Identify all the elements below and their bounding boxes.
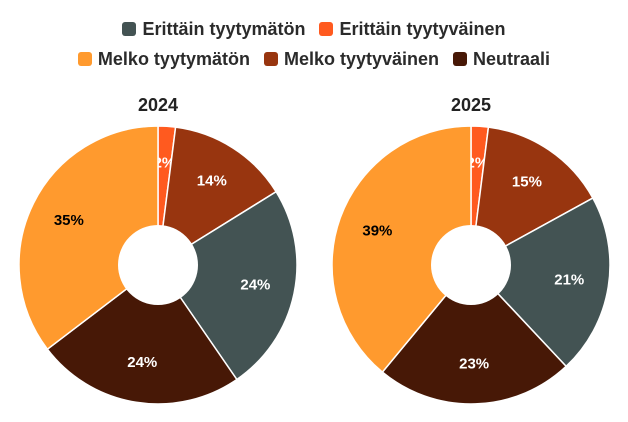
legend-item: Erittäin tyytymätön	[122, 19, 305, 40]
donut-hole	[431, 225, 511, 305]
data-label: 24%	[127, 354, 157, 371]
legend-item: Erittäin tyytyväinen	[319, 18, 506, 40]
pie-slice	[46, 263, 238, 405]
data-label: 14%	[197, 172, 227, 189]
legend-swatch	[77, 52, 92, 66]
donut-hole	[118, 225, 198, 305]
pie-slice	[381, 263, 568, 405]
legend-item: Melko tyytymätön	[77, 48, 250, 70]
legend-swatch	[122, 22, 137, 36]
legend-label: Melko tyytymätön	[97, 48, 250, 69]
pie-slice	[469, 197, 611, 368]
pie-slice	[470, 126, 594, 267]
data-label: 15%	[512, 174, 542, 191]
legend-swatch	[319, 22, 334, 36]
data-label: 21%	[554, 272, 584, 289]
legend: Erittäin tyytymätön Erittäin tyytyväinen…	[0, 14, 628, 74]
pie-slice	[156, 190, 298, 381]
chart-title: 2025	[451, 95, 491, 115]
legend-label: Melko tyytyväinen	[283, 48, 440, 69]
legend-swatch	[453, 52, 468, 66]
legend-item: Neutraali	[453, 49, 550, 70]
legend-row-2: Melko tyytymätön Melko tyytyväinen Neutr…	[0, 44, 628, 74]
data-label: 39%	[362, 222, 392, 239]
data-label: 24%	[240, 276, 270, 293]
pie-slice	[157, 126, 278, 267]
chart-title: 2024	[138, 95, 178, 115]
pie-slice	[18, 125, 159, 351]
legend-label: Neutraali	[473, 48, 551, 69]
legend-label: Erittäin tyytymätön	[142, 18, 306, 39]
legend-row-1: Erittäin tyytymätön Erittäin tyytyväinen	[0, 14, 628, 44]
legend-label: Erittäin tyytyväinen	[339, 18, 506, 39]
legend-item: Melko tyytyväinen	[263, 48, 440, 70]
data-label: 23%	[459, 355, 489, 372]
data-label: 35%	[54, 212, 84, 229]
legend-swatch	[263, 52, 278, 66]
pie-slice	[331, 125, 472, 374]
